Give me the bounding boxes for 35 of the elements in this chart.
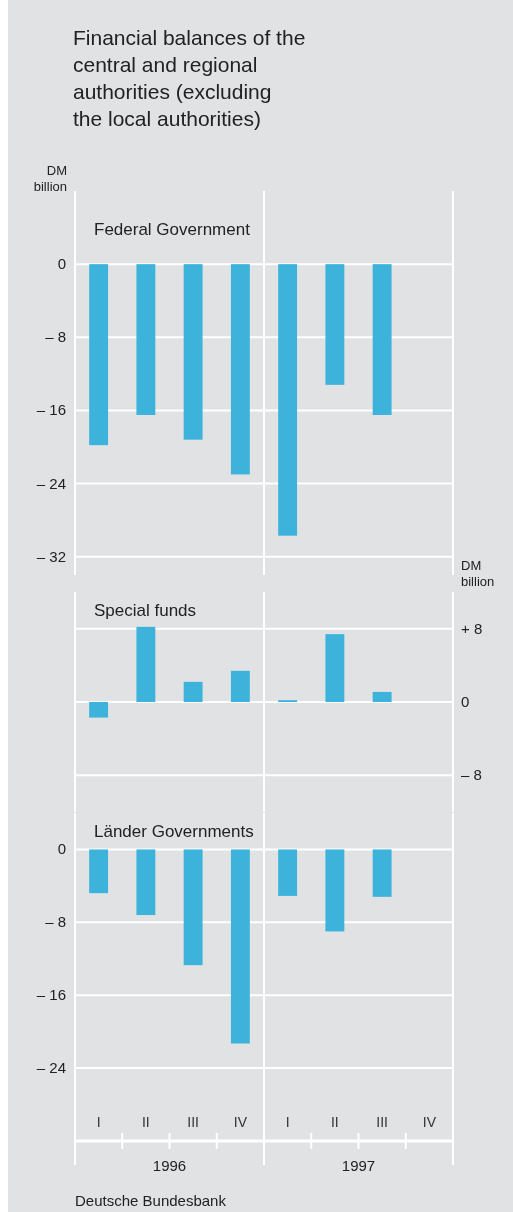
y2-tick-label: 0: [461, 693, 470, 710]
x-tick-label: I: [285, 1114, 290, 1130]
y-tick-label: – 8: [45, 913, 66, 931]
x-tick-label: III: [187, 1114, 199, 1130]
x-tick-label: II: [330, 1114, 339, 1130]
y-axis-title: DM billion: [33, 163, 67, 194]
text: Federal Government: [94, 220, 251, 239]
bar: [230, 670, 250, 702]
text: Länder Governments: [94, 822, 254, 841]
bar: [183, 681, 203, 702]
text: Deutsche Bundesbank: [75, 1192, 227, 1209]
x-tick-label: IV: [422, 1114, 437, 1130]
y2-tick-label: + 8: [461, 619, 483, 637]
y-tick-label: – 16: [36, 986, 66, 1004]
text: 1997: [341, 1157, 376, 1174]
x-tick-label: III: [376, 1114, 388, 1130]
text: 1996: [152, 1157, 187, 1174]
y-tick-label: – 24: [36, 1059, 66, 1077]
chart-title: Financial balances of the central and regional authorities (excluding the local authorities): [73, 26, 306, 130]
bar: [325, 634, 345, 702]
text: Special funds: [94, 601, 197, 620]
bar: [89, 702, 109, 718]
x-tick-label: I: [96, 1114, 101, 1130]
x-tick-label: II: [141, 1114, 150, 1130]
y-tick-label: 0: [57, 255, 66, 273]
y-tick-label: – 32: [36, 547, 66, 565]
y2-tick-label: – 8: [461, 766, 482, 784]
bar: [136, 626, 156, 702]
y-tick-label: 0: [57, 840, 66, 858]
y-tick-label: – 8: [45, 328, 66, 346]
y-tick-label: – 24: [36, 474, 66, 492]
y2-axis-title: DM billion: [461, 558, 495, 589]
y-tick-label: – 16: [36, 401, 66, 419]
x-tick-label: IV: [233, 1114, 248, 1130]
bar: [372, 691, 392, 702]
